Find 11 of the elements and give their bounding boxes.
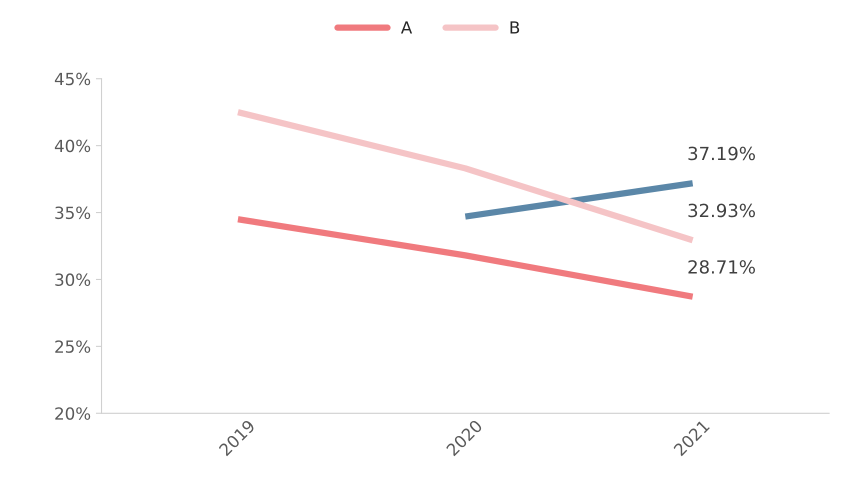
data-label: 32.93% xyxy=(688,204,755,218)
legend-label: A xyxy=(400,21,412,34)
y-tick-label: 25% xyxy=(55,340,90,353)
y-tick-label: 45% xyxy=(54,72,90,86)
data-label: 28.71% xyxy=(688,260,755,274)
y-tick-label: 40% xyxy=(54,140,90,152)
y-tick-label: 20% xyxy=(55,407,90,420)
data-label: 37.19% xyxy=(688,146,755,160)
y-tick-label: 30% xyxy=(55,273,90,286)
y-tick-label: 35% xyxy=(55,206,90,220)
legend-label: B xyxy=(510,21,520,34)
